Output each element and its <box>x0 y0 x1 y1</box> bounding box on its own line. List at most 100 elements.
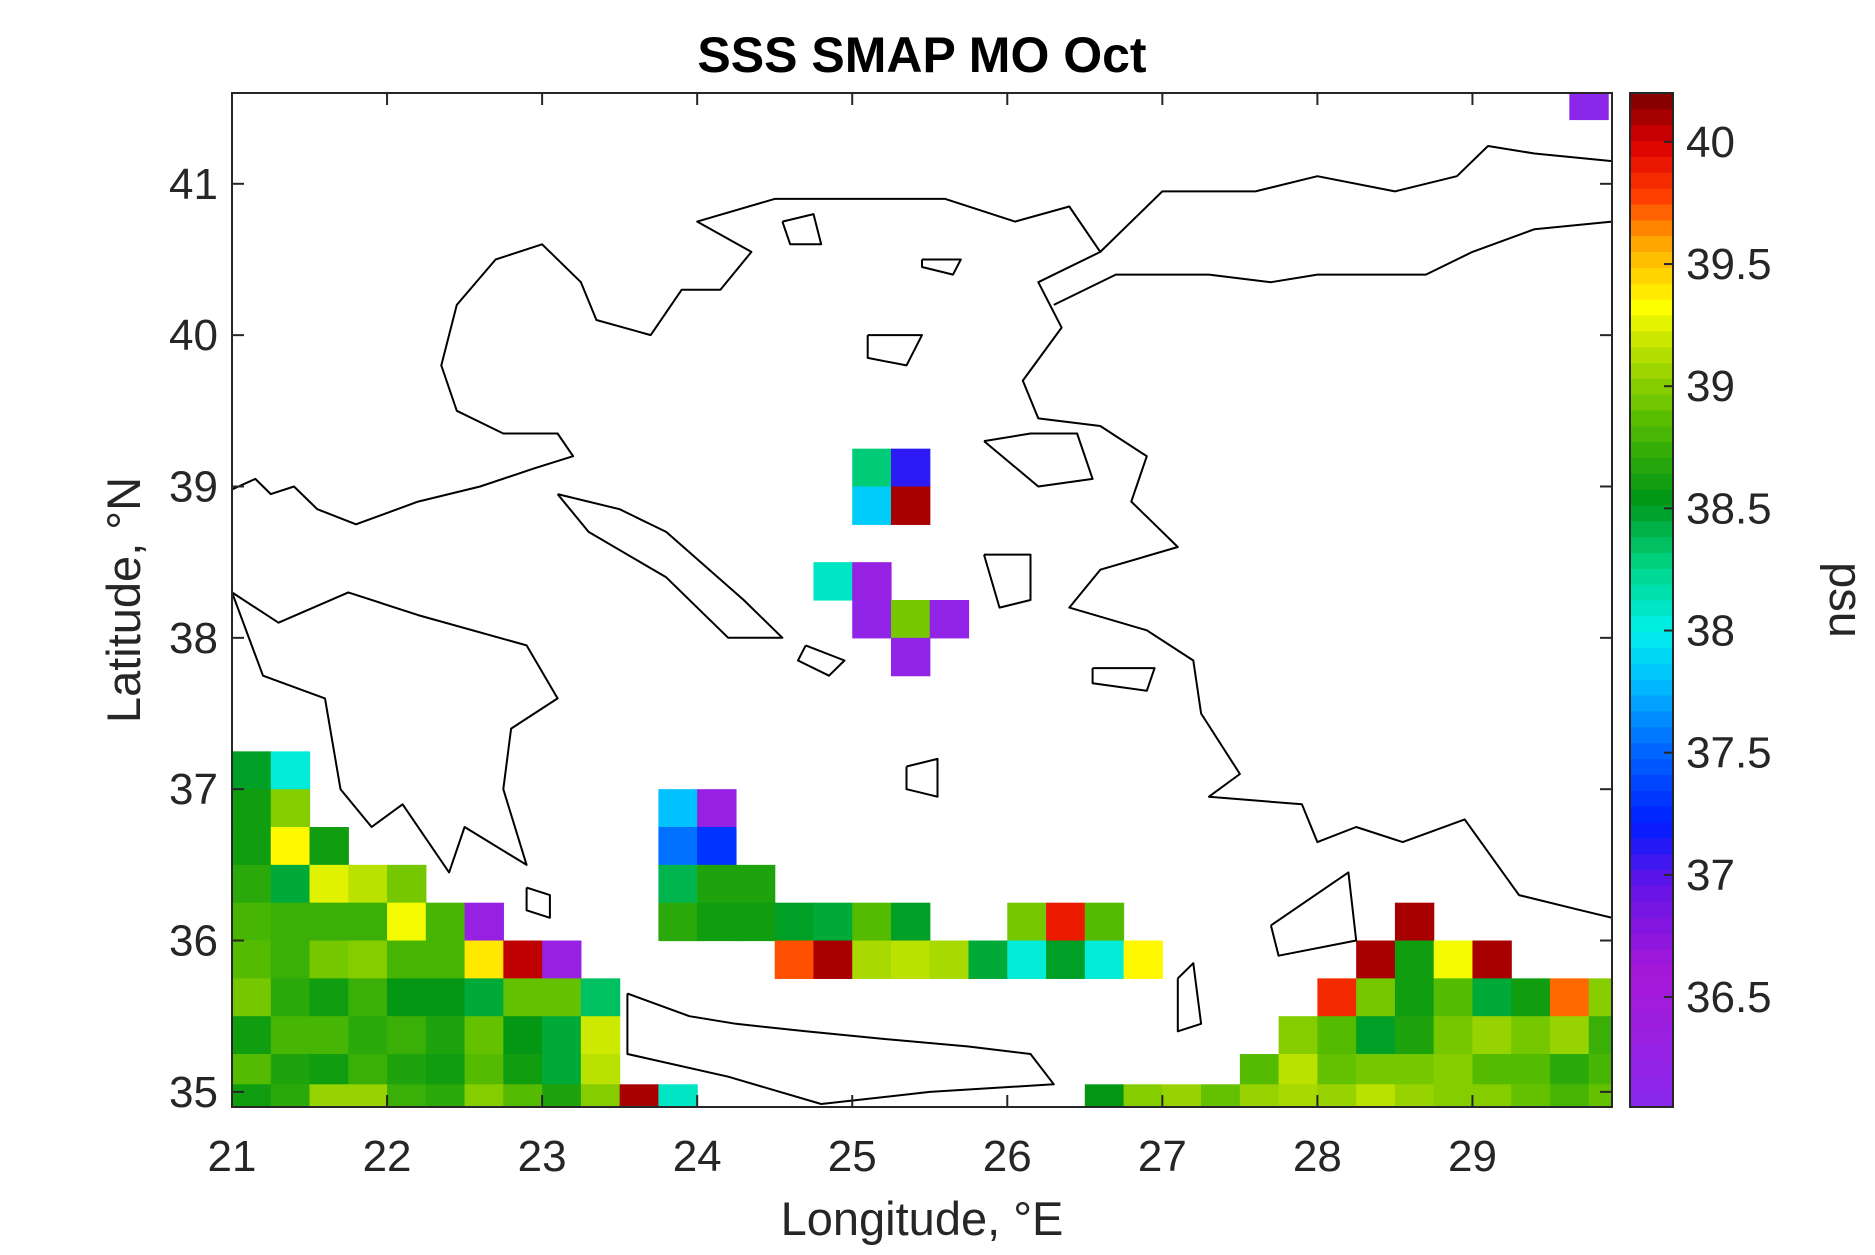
salinity-cell <box>464 1084 504 1107</box>
colorbar-segment <box>1630 251 1673 268</box>
salinity-cells <box>232 93 1612 1107</box>
colorbar-segment <box>1630 980 1673 997</box>
coastline-euboea <box>556 493 784 639</box>
colorbar-segment <box>1630 124 1673 142</box>
salinity-cell <box>890 940 931 979</box>
colorbar-segment <box>1630 457 1673 474</box>
colorbar-segment <box>1630 584 1673 601</box>
salinity-cell <box>1356 940 1396 979</box>
salinity-cell <box>309 1084 349 1107</box>
salinity-cell <box>309 1016 349 1055</box>
y-tick-label: 39 <box>169 462 218 511</box>
salinity-cell <box>852 600 892 639</box>
salinity-cell <box>1511 1084 1551 1107</box>
salinity-cell <box>348 1084 388 1107</box>
colorbar-segment <box>1630 837 1673 855</box>
colorbar-tick-label: 37.5 <box>1686 729 1772 778</box>
salinity-cell <box>813 940 853 979</box>
salinity-cell <box>1588 1054 1612 1093</box>
colorbar-segment <box>1630 330 1673 348</box>
salinity-cell <box>464 940 504 979</box>
colorbar-tick-label: 38 <box>1686 607 1735 656</box>
colorbar-segment <box>1630 520 1673 538</box>
x-tick-label: 22 <box>363 1132 412 1181</box>
salinity-cell <box>1394 940 1435 979</box>
salinity-cell <box>1472 940 1512 979</box>
colorbar-segment <box>1630 172 1673 189</box>
colorbar-segment <box>1630 156 1673 173</box>
colorbar-segment <box>1630 1075 1673 1092</box>
y-tick-label: 37 <box>169 765 218 814</box>
salinity-cell <box>852 562 892 601</box>
salinity-cell <box>425 1016 466 1055</box>
salinity-cell <box>1433 1084 1474 1107</box>
colorbar-segment <box>1630 536 1673 554</box>
colorbar-segment <box>1630 1027 1673 1045</box>
salinity-cell <box>542 978 582 1017</box>
salinity-cell <box>1278 1016 1318 1055</box>
coastline-samos <box>1091 667 1156 692</box>
colorbar-tick-label: 36.5 <box>1686 973 1772 1022</box>
coastline-karpathos <box>1176 962 1203 1033</box>
salinity-cell <box>464 902 504 942</box>
salinity-cell <box>387 902 427 942</box>
salinity-cell <box>348 902 388 942</box>
colorbar-segment <box>1630 790 1673 807</box>
colorbar-segment <box>1630 283 1673 300</box>
salinity-cell <box>309 864 349 904</box>
salinity-cell <box>929 940 970 979</box>
colorbar-tick-label: 39.5 <box>1686 240 1772 289</box>
coastline-south-marmara <box>1053 220 1612 306</box>
salinity-cell <box>852 940 892 979</box>
salinity-cell <box>1588 1016 1612 1055</box>
x-tick-label: 24 <box>673 1132 722 1181</box>
salinity-cell <box>503 1084 543 1107</box>
salinity-cell <box>1511 978 1551 1017</box>
coastline-lemnos <box>866 334 923 367</box>
salinity-cell <box>232 1084 272 1107</box>
salinity-cell <box>387 864 427 904</box>
salinity-cell <box>309 827 349 866</box>
salinity-cell <box>1123 1084 1163 1107</box>
salinity-cell <box>1394 902 1435 942</box>
colorbar: 36.5 37 37.5 38 38.5 39 39.5 40 <box>1629 92 1772 1108</box>
x-tick-label: 23 <box>518 1132 567 1181</box>
salinity-cell <box>1394 1084 1435 1107</box>
plot-frame <box>231 92 1613 1108</box>
colorbar-segment <box>1630 409 1673 427</box>
salinity-cell <box>1511 1016 1551 1055</box>
chart-title: SSS SMAP MO Oct <box>697 27 1147 83</box>
salinity-cell <box>852 448 892 488</box>
salinity-cell <box>464 978 504 1017</box>
salinity-cell <box>309 902 349 942</box>
y-tick-label: 41 <box>169 160 218 209</box>
x-tick-label: 25 <box>828 1132 877 1181</box>
salinity-cell <box>232 864 272 904</box>
colorbar-segment <box>1630 663 1673 680</box>
colorbar-segment <box>1630 742 1673 760</box>
salinity-cell <box>1549 978 1590 1017</box>
colorbar-label: psu <box>1820 562 1873 638</box>
salinity-cell <box>697 864 737 904</box>
salinity-cell <box>348 1016 388 1055</box>
salinity-cell <box>387 1084 427 1107</box>
colorbar-segment <box>1630 473 1673 490</box>
colorbar-segment <box>1630 568 1673 585</box>
salinity-cell <box>658 902 698 942</box>
salinity-cell <box>852 486 892 525</box>
salinity-cell <box>697 827 737 866</box>
coastline-kythira <box>525 886 551 919</box>
salinity-cell <box>1007 902 1047 942</box>
colorbar-segment <box>1630 1091 1673 1108</box>
colorbar-segment <box>1630 726 1673 744</box>
salinity-cell <box>270 1016 311 1055</box>
salinity-cell <box>697 789 737 828</box>
salinity-cell <box>425 902 466 942</box>
coastline-north-marmara <box>1099 145 1612 253</box>
salinity-cell <box>1084 940 1125 979</box>
salinity-cell <box>852 902 892 942</box>
salinity-cell <box>1588 1084 1612 1107</box>
colorbar-segment <box>1630 774 1673 791</box>
x-tick-label: 26 <box>983 1132 1032 1181</box>
